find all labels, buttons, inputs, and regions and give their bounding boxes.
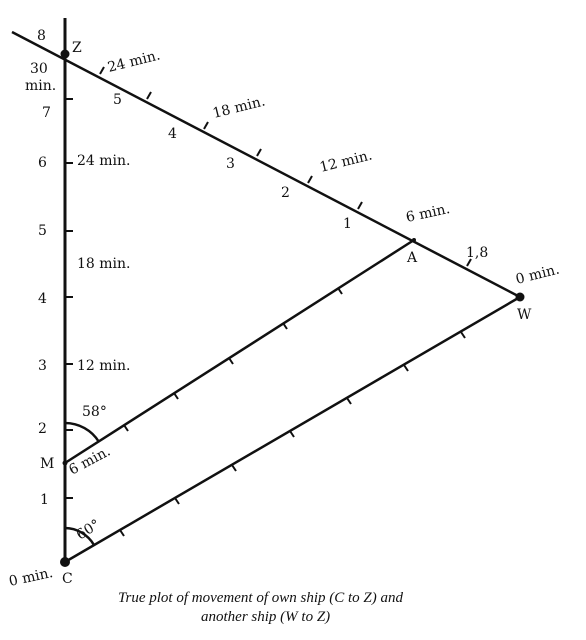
angle-arc-60 xyxy=(64,526,96,546)
z-time-24: 24 min. xyxy=(106,47,162,75)
m-time-6: 6 min. xyxy=(66,443,113,478)
point-a-dot xyxy=(412,238,416,242)
line-c-to-w xyxy=(64,295,521,564)
svg-text:2: 2 xyxy=(281,185,290,201)
svg-text:5: 5 xyxy=(113,92,122,108)
vertical-time-18: 18 min. xyxy=(77,256,130,272)
a-time-6: 6 min. xyxy=(405,201,452,226)
c-time-zero: 0 min. xyxy=(8,565,55,590)
cw-line-ticks xyxy=(119,331,466,537)
zw-line-ticks xyxy=(99,66,472,267)
svg-text:7: 7 xyxy=(42,105,51,121)
angle-arc-58 xyxy=(64,421,101,443)
vertical-time-12: 12 min. xyxy=(77,358,130,374)
figure-caption: True plot of movement of own ship (C to … xyxy=(118,589,578,627)
angle-label-58: 58° xyxy=(82,404,107,420)
caption-line-1: True plot of movement of own ship (C to … xyxy=(118,590,403,606)
distance-label: 1,8 xyxy=(466,245,488,261)
point-m-dot xyxy=(62,460,68,466)
point-z-dot xyxy=(60,49,70,59)
point-m-label: M xyxy=(40,456,54,472)
w-time-zero: 0 min. xyxy=(514,262,561,288)
svg-text:4: 4 xyxy=(38,291,47,307)
svg-text:4: 4 xyxy=(168,126,177,142)
vertical-time-30-a: 30 xyxy=(30,61,48,77)
svg-text:2: 2 xyxy=(38,421,47,437)
line-m-to-a xyxy=(64,238,415,465)
svg-text:6: 6 xyxy=(38,155,47,171)
vertical-scale-labels: 1 2 3 4 5 6 7 8 xyxy=(37,28,51,508)
vertical-time-24: 24 min. xyxy=(77,153,130,169)
svg-text:5: 5 xyxy=(38,223,47,239)
svg-text:8: 8 xyxy=(37,28,46,44)
point-z-label: Z xyxy=(72,40,82,56)
svg-text:1: 1 xyxy=(343,216,352,232)
point-w-label: W xyxy=(517,307,532,323)
z-time-18: 18 min. xyxy=(211,93,267,121)
svg-text:1: 1 xyxy=(40,492,49,508)
point-a-label: A xyxy=(406,250,418,266)
ma-line-ticks xyxy=(123,287,343,432)
vertical-time-30-b: min. xyxy=(25,78,56,94)
z-time-12: 12 min. xyxy=(318,147,374,175)
zw-scale-labels: 1 2 3 4 5 xyxy=(113,92,352,232)
svg-text:3: 3 xyxy=(226,156,235,172)
point-w-dot xyxy=(515,292,525,302)
caption-line-2: another ship (W to Z) xyxy=(201,609,331,625)
point-c-dot xyxy=(60,557,70,567)
angle-label-60: 60° xyxy=(74,517,104,544)
svg-text:3: 3 xyxy=(38,358,47,374)
vertical-scale-ticks xyxy=(65,98,73,499)
other-ship-track-w-to-z xyxy=(11,30,521,299)
point-c-label: C xyxy=(62,571,73,587)
